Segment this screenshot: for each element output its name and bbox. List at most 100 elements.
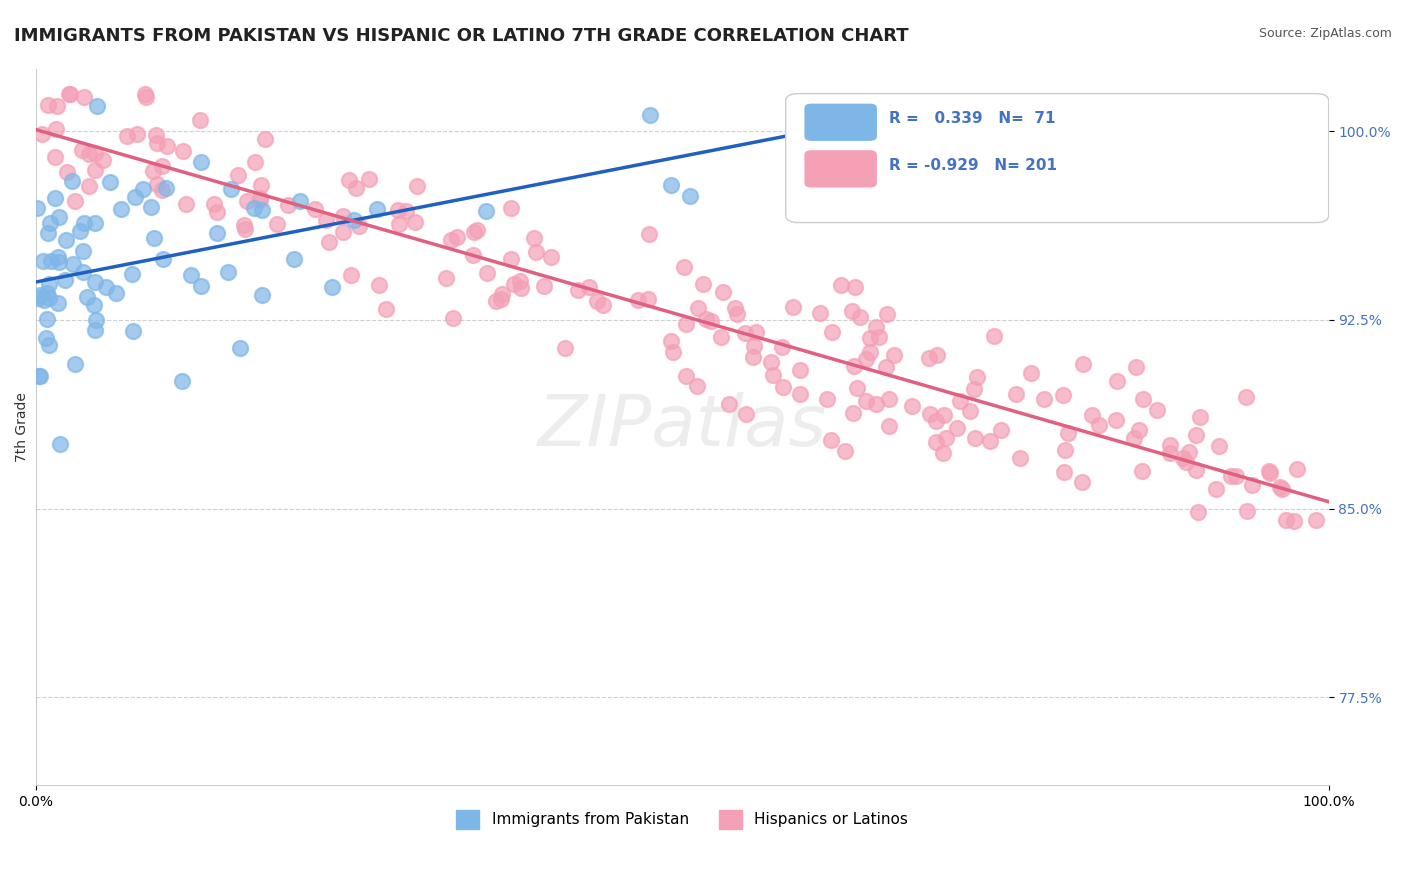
Point — [150, 183, 173, 197]
Point — [135, 90, 157, 104]
Point — [127, 127, 149, 141]
Text: ZIPatlas: ZIPatlas — [538, 392, 827, 461]
Point — [146, 177, 169, 191]
Point — [152, 160, 174, 174]
Point — [34, 331, 56, 345]
Point — [1188, 410, 1211, 425]
Point — [27, 291, 49, 305]
Point — [35, 312, 58, 326]
Text: R =   0.339   N=  71: R = 0.339 N= 71 — [889, 112, 1056, 126]
Point — [789, 363, 811, 377]
Point — [405, 179, 427, 194]
Point — [1208, 439, 1230, 453]
Point — [142, 231, 165, 245]
Point — [673, 260, 696, 274]
Point — [820, 434, 842, 448]
Point — [920, 408, 942, 422]
Point — [865, 397, 887, 411]
FancyBboxPatch shape — [806, 151, 876, 186]
Point — [73, 90, 96, 104]
Point — [250, 202, 273, 217]
Point — [692, 277, 714, 291]
Point — [115, 128, 138, 143]
Point — [31, 254, 53, 268]
Point — [700, 314, 723, 328]
Point — [477, 266, 499, 280]
Point — [1205, 482, 1227, 496]
Point — [62, 174, 84, 188]
Point — [918, 351, 941, 365]
Point — [844, 359, 866, 374]
Text: IMMIGRANTS FROM PAKISTAN VS HISPANIC OR LATINO 7TH GRADE CORRELATION CHART: IMMIGRANTS FROM PAKISTAN VS HISPANIC OR … — [14, 27, 908, 45]
Point — [375, 301, 398, 316]
Point — [585, 294, 607, 309]
Point — [252, 287, 274, 301]
Point — [439, 233, 461, 247]
Point — [554, 341, 576, 355]
Point — [121, 324, 143, 338]
Point — [55, 233, 77, 247]
Point — [332, 209, 354, 223]
Point — [844, 279, 866, 293]
Point — [27, 201, 49, 215]
Point — [925, 348, 948, 362]
Point — [1270, 480, 1292, 494]
Point — [1258, 464, 1281, 478]
Point — [1146, 402, 1168, 417]
Point — [945, 420, 967, 434]
Point — [37, 226, 59, 240]
Point — [156, 138, 179, 153]
Point — [72, 265, 94, 279]
Point — [172, 144, 194, 158]
Point — [266, 217, 288, 231]
Point — [249, 191, 271, 205]
Y-axis label: 7th Grade: 7th Grade — [15, 392, 30, 462]
Point — [1057, 425, 1080, 440]
Point — [349, 219, 371, 233]
Point — [83, 163, 105, 178]
Point — [627, 293, 650, 307]
Text: Source: ZipAtlas.com: Source: ZipAtlas.com — [1258, 27, 1392, 40]
Point — [44, 191, 66, 205]
Point — [1258, 466, 1281, 480]
Point — [540, 250, 562, 264]
Point — [879, 419, 901, 434]
Point — [1240, 478, 1263, 492]
Point — [73, 216, 96, 230]
Point — [1274, 513, 1296, 527]
Point — [233, 222, 256, 236]
Point — [188, 113, 211, 128]
Point — [1184, 427, 1206, 442]
FancyBboxPatch shape — [786, 94, 1329, 223]
Point — [877, 392, 900, 407]
Point — [1010, 451, 1032, 466]
Point — [1128, 423, 1150, 437]
Point — [38, 338, 60, 352]
Point — [277, 198, 299, 212]
Point — [772, 380, 794, 394]
Point — [55, 273, 77, 287]
Point — [509, 274, 531, 288]
Point — [845, 381, 868, 395]
Point — [91, 153, 114, 167]
Point — [1225, 469, 1247, 483]
Point — [567, 283, 589, 297]
Point — [638, 108, 661, 122]
Point — [638, 227, 661, 241]
Point — [901, 399, 924, 413]
Point — [1220, 469, 1243, 483]
Point — [717, 397, 740, 411]
Point — [59, 87, 82, 101]
Point — [735, 407, 758, 421]
Point — [859, 345, 882, 359]
Point — [124, 190, 146, 204]
Point — [1053, 443, 1076, 458]
Point — [318, 235, 340, 249]
Point — [152, 252, 174, 266]
Point — [388, 217, 411, 231]
Point — [142, 163, 165, 178]
Point — [1271, 482, 1294, 496]
Point — [96, 280, 118, 294]
Point — [86, 99, 108, 113]
Point — [1187, 504, 1209, 518]
